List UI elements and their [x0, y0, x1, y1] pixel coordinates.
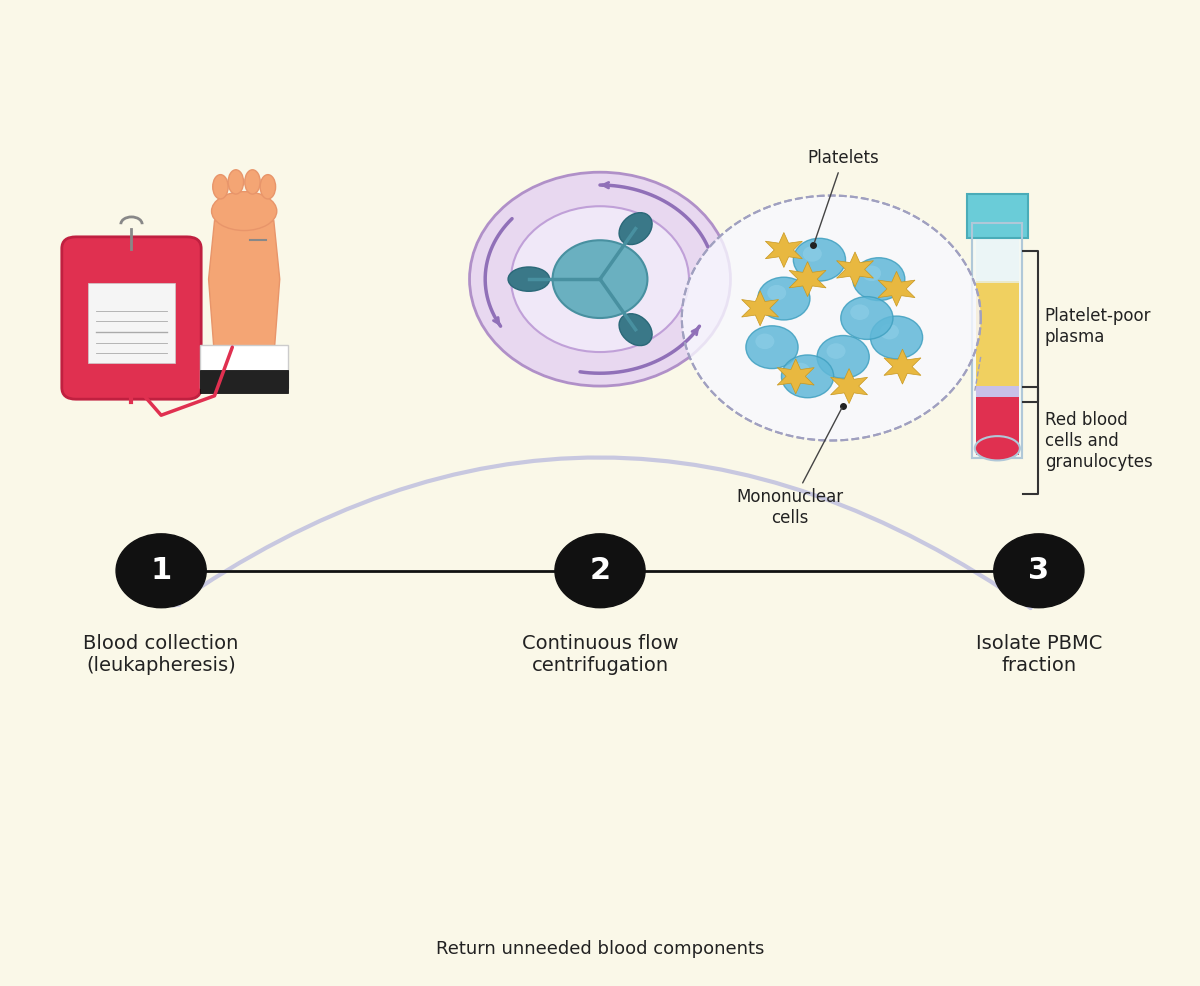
Circle shape: [755, 333, 774, 349]
Ellipse shape: [260, 175, 276, 199]
FancyBboxPatch shape: [976, 229, 1019, 283]
FancyBboxPatch shape: [976, 385, 1019, 397]
Polygon shape: [878, 271, 916, 307]
FancyBboxPatch shape: [976, 393, 1019, 456]
Text: 2: 2: [589, 556, 611, 586]
FancyBboxPatch shape: [972, 223, 1022, 458]
Circle shape: [994, 533, 1084, 607]
FancyBboxPatch shape: [62, 237, 202, 399]
Text: Isolate PBMC
fraction: Isolate PBMC fraction: [976, 634, 1102, 675]
Text: Return unneeded blood components: Return unneeded blood components: [436, 941, 764, 958]
Text: Continuous flow
centrifugation: Continuous flow centrifugation: [522, 634, 678, 675]
Polygon shape: [209, 221, 280, 357]
Text: Mononuclear
cells: Mononuclear cells: [737, 408, 844, 527]
FancyBboxPatch shape: [200, 370, 288, 392]
Ellipse shape: [974, 436, 1020, 460]
FancyBboxPatch shape: [88, 283, 175, 363]
FancyBboxPatch shape: [966, 194, 1028, 238]
Polygon shape: [742, 291, 779, 325]
Polygon shape: [766, 233, 803, 267]
Text: Platelets: Platelets: [808, 149, 880, 243]
Text: Red blood
cells and
granulocytes: Red blood cells and granulocytes: [1045, 411, 1152, 470]
FancyBboxPatch shape: [976, 281, 1019, 387]
Polygon shape: [836, 251, 874, 287]
Text: 3: 3: [1028, 556, 1050, 586]
Circle shape: [853, 257, 905, 301]
Ellipse shape: [245, 170, 260, 194]
Circle shape: [862, 265, 881, 281]
Circle shape: [116, 533, 206, 607]
Circle shape: [781, 355, 834, 397]
Ellipse shape: [211, 191, 277, 231]
Circle shape: [803, 246, 822, 261]
Text: Platelet-poor
plasma: Platelet-poor plasma: [1045, 307, 1151, 346]
FancyBboxPatch shape: [200, 345, 288, 388]
Circle shape: [511, 206, 689, 352]
Circle shape: [682, 195, 980, 441]
Text: Blood collection
(leukapheresis): Blood collection (leukapheresis): [84, 634, 239, 675]
Text: 1: 1: [150, 556, 172, 586]
Circle shape: [851, 305, 869, 320]
Ellipse shape: [619, 314, 652, 345]
Polygon shape: [778, 359, 814, 393]
Ellipse shape: [212, 175, 228, 199]
Circle shape: [841, 297, 893, 339]
Ellipse shape: [508, 267, 550, 291]
Circle shape: [554, 533, 646, 607]
Circle shape: [827, 343, 846, 359]
Circle shape: [880, 323, 899, 339]
Circle shape: [791, 363, 810, 379]
Circle shape: [552, 241, 648, 318]
Circle shape: [757, 277, 810, 320]
Ellipse shape: [228, 170, 244, 194]
Polygon shape: [884, 349, 920, 385]
Polygon shape: [830, 369, 868, 403]
Circle shape: [870, 317, 923, 359]
Circle shape: [469, 173, 731, 387]
Polygon shape: [790, 261, 826, 297]
Circle shape: [817, 335, 869, 379]
Circle shape: [793, 239, 846, 281]
Circle shape: [746, 325, 798, 369]
Ellipse shape: [619, 213, 652, 245]
Circle shape: [767, 285, 786, 301]
